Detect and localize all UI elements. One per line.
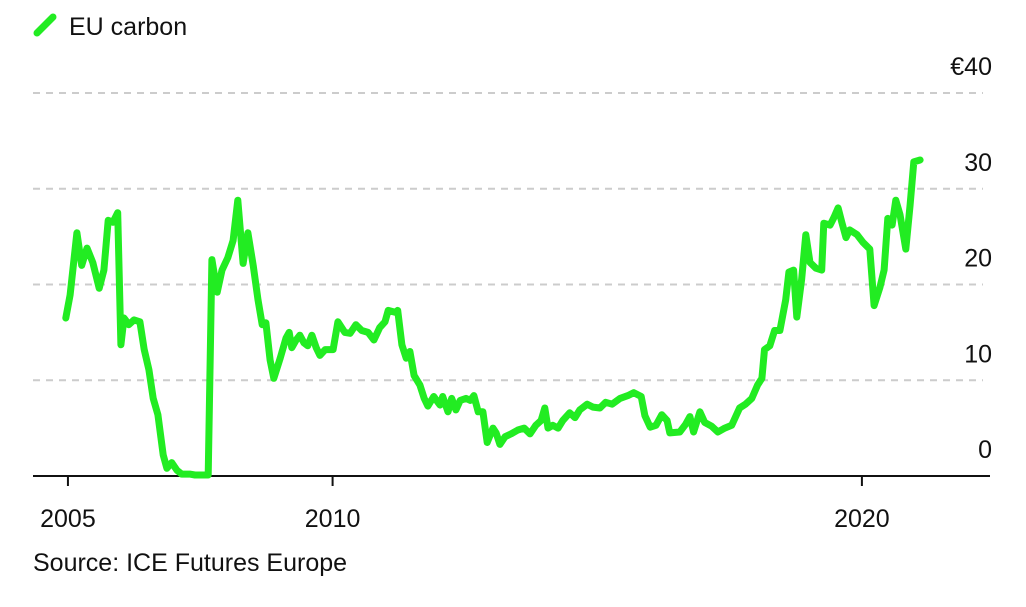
legend-swatch (33, 13, 57, 37)
y-tick-label: 0 (978, 436, 992, 464)
y-tick-label: 20 (964, 245, 992, 273)
x-tick-label: 2010 (305, 505, 361, 533)
y-tick-label: 30 (964, 149, 992, 177)
data-line (62, 156, 924, 479)
x-tick-label: 2005 (40, 505, 96, 533)
legend-label: EU carbon (69, 13, 187, 41)
source: Source: ICE Futures Europe (33, 549, 347, 577)
x-tick-label: 2020 (834, 505, 890, 533)
y-tick-label: €40 (950, 53, 992, 81)
y-tick-label: 10 (964, 340, 992, 368)
